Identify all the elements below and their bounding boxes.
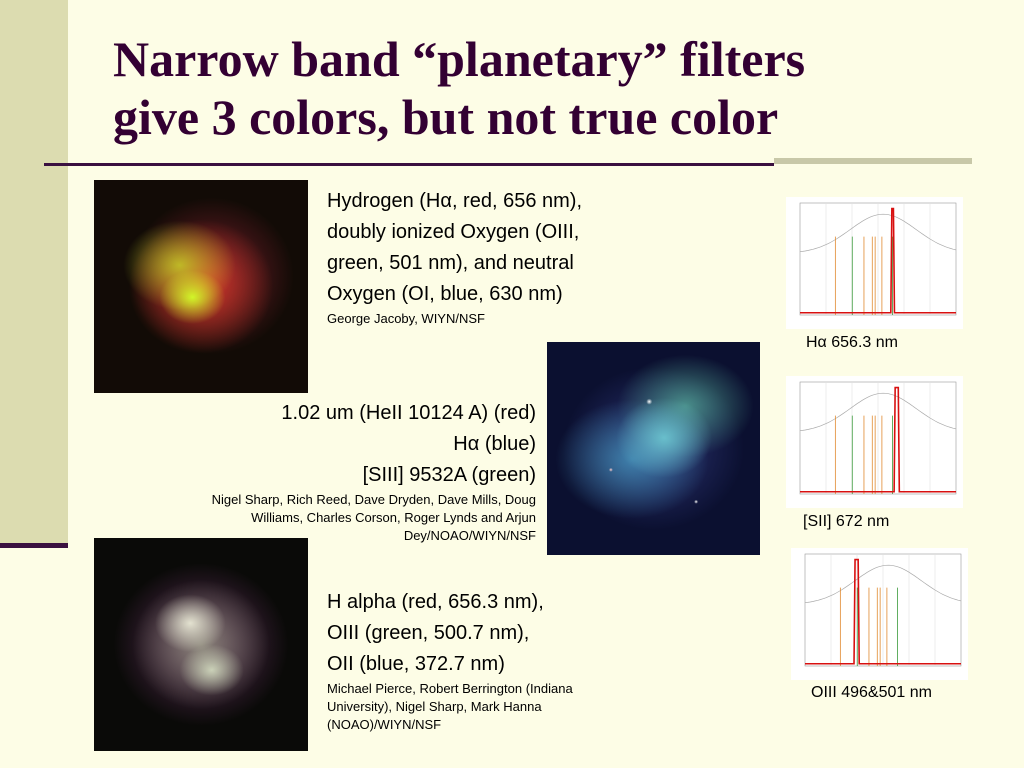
filter-label-oiii: OIII 496&501 nm xyxy=(811,684,932,701)
filter-plot-sii xyxy=(786,376,963,508)
caption-1-line: doubly ionized Oxygen (OIII, xyxy=(327,221,580,243)
caption-1-line: Oxygen (OI, blue, 630 nm) xyxy=(327,283,563,305)
slide-title: Narrow band “planetary” filters give 3 c… xyxy=(113,30,1003,146)
caption-3-credit: (NOAO)/WIYN/NSF xyxy=(327,717,442,732)
nebula-photo-1 xyxy=(94,180,308,393)
filter-plot-oiii xyxy=(791,548,968,680)
filter-label-sii: [SII] 672 nm xyxy=(803,513,890,530)
caption-3-line: OIII (green, 500.7 nm), xyxy=(327,622,530,644)
filter-label-halpha: Hα 656.3 nm xyxy=(806,334,898,351)
caption-photo-2: 1.02 um (HeII 10124 A) (red) Hα (blue) [… xyxy=(150,398,536,545)
sky-curve xyxy=(799,392,957,432)
sky-curve xyxy=(804,564,962,604)
sky-curve xyxy=(799,213,957,253)
nebula-photo-3 xyxy=(94,538,308,751)
caption-photo-1: Hydrogen (Hα, red, 656 nm), doubly ioniz… xyxy=(327,186,677,328)
title-underline-accent xyxy=(774,158,972,164)
caption-2-line: [SIII] 9532A (green) xyxy=(362,464,536,486)
caption-3-line: H alpha (red, 656.3 nm), xyxy=(327,591,544,613)
filter-plot-halpha xyxy=(786,197,963,329)
nebula-photo-2 xyxy=(547,342,760,555)
caption-3-credit: Michael Pierce, Robert Berrington (India… xyxy=(327,681,573,696)
side-accent-line xyxy=(0,543,68,548)
slide-title-line-2: give 3 colors, but not true color xyxy=(113,89,779,145)
caption-1-line: Hydrogen (Hα, red, 656 nm), xyxy=(327,190,582,212)
caption-2-line: Hα (blue) xyxy=(453,433,536,455)
title-underline xyxy=(44,163,774,166)
caption-3-credit: University), Nigel Sharp, Mark Hanna xyxy=(327,699,542,714)
caption-3-line: OII (blue, 372.7 nm) xyxy=(327,653,505,675)
filter-transmission-curve xyxy=(800,207,956,314)
slide-title-line-1: Narrow band “planetary” filters xyxy=(113,31,806,87)
filter-transmission-curve xyxy=(800,386,956,493)
caption-1-credit: George Jacoby, WIYN/NSF xyxy=(327,311,485,326)
caption-2-credit: Dey/NOAO/WIYN/NSF xyxy=(403,528,536,543)
caption-2-credit: Nigel Sharp, Rich Reed, Dave Dryden, Dav… xyxy=(211,492,536,507)
caption-2-line: 1.02 um (HeII 10124 A) (red) xyxy=(281,402,536,424)
filter-transmission-curve xyxy=(805,558,961,665)
caption-2-credit: Williams, Charles Corson, Roger Lynds an… xyxy=(251,510,536,525)
side-accent-bar xyxy=(0,0,68,543)
caption-1-line: green, 501 nm), and neutral xyxy=(327,252,574,274)
caption-photo-3: H alpha (red, 656.3 nm), OIII (green, 50… xyxy=(327,587,657,734)
